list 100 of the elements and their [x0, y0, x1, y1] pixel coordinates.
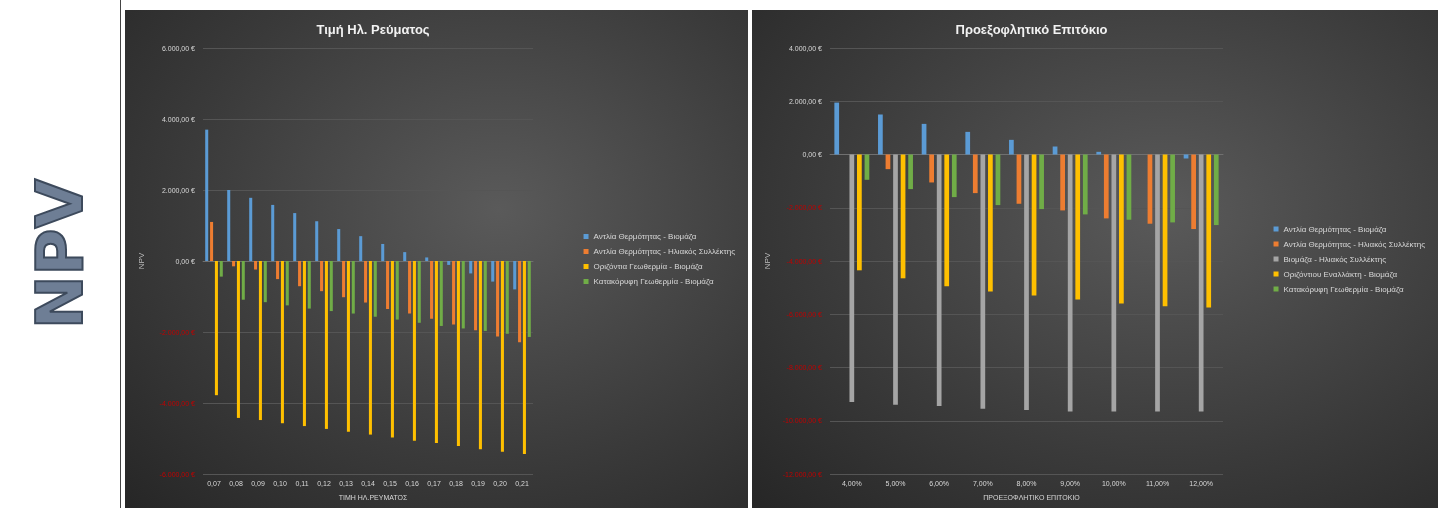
bar	[456, 261, 460, 446]
bar	[285, 261, 289, 306]
bar	[227, 190, 231, 261]
bar	[965, 131, 971, 155]
bar	[1213, 154, 1219, 226]
y-axis-title: NPV	[136, 252, 146, 270]
bar	[500, 261, 504, 452]
bar	[518, 261, 522, 343]
legend-label: Αντλία Θερμότητας - Βιομάζα	[1283, 224, 1387, 234]
bar	[1060, 154, 1065, 211]
bar	[478, 261, 482, 450]
bar	[364, 261, 368, 303]
bar	[280, 261, 284, 424]
bar	[342, 261, 346, 298]
bar	[1067, 154, 1073, 412]
legend-label: Οριζόντια Γεωθερμία - Βιομάζα	[593, 262, 703, 271]
bar	[1075, 154, 1081, 300]
bar	[893, 154, 898, 405]
bar	[408, 261, 412, 314]
bar	[1096, 151, 1102, 155]
legend-label: Βιομάζα - Ηλιακός Συλλέκτης	[1283, 254, 1387, 264]
bar	[315, 221, 319, 261]
bar	[1009, 139, 1014, 155]
bar	[390, 261, 394, 438]
bar	[1111, 154, 1117, 412]
legend-label: Αντλία Θερμότητας - Ηλιακός Συλλέκτης	[593, 247, 736, 256]
bar	[527, 261, 531, 337]
bar	[412, 261, 416, 441]
bar	[491, 261, 495, 282]
bar	[386, 261, 390, 309]
bar	[210, 221, 214, 261]
bar	[236, 261, 240, 418]
bar	[1198, 154, 1204, 412]
bar	[320, 261, 324, 292]
legend-label: Κατακόρυφη Γεωθερμία - Βιομάζα	[1283, 284, 1404, 294]
legend-label: Κατακόρυφη Γεωθερμία - Βιομάζα	[593, 277, 714, 286]
bar	[434, 261, 438, 444]
bar	[1103, 154, 1109, 219]
y-axis-title: NPV	[763, 252, 773, 270]
legend-label: Αντλία Θερμότητας - Βιομάζα	[593, 232, 697, 241]
bar	[1155, 154, 1160, 412]
bar	[834, 102, 840, 155]
bar	[403, 252, 407, 261]
bar	[263, 261, 267, 303]
bar	[368, 261, 372, 435]
bar	[417, 261, 421, 323]
bar	[1191, 154, 1196, 230]
chart-title: Τιμή Ηλ. Ρεύματος	[316, 22, 430, 37]
bar	[232, 261, 236, 267]
bar	[425, 257, 429, 261]
bar	[219, 261, 223, 277]
bar	[439, 261, 443, 326]
bar	[908, 154, 913, 190]
bar	[241, 261, 245, 300]
bar	[254, 261, 258, 270]
bar	[329, 261, 333, 312]
chart-title: Προεξοφλητικό Επιτόκιο	[955, 22, 1108, 37]
bar	[214, 261, 218, 396]
bar	[988, 154, 993, 292]
bar	[1119, 154, 1124, 304]
bar	[936, 154, 942, 407]
bar	[522, 261, 526, 455]
bar	[373, 261, 377, 317]
bar	[452, 261, 456, 325]
bar	[1039, 154, 1044, 210]
bar	[929, 154, 934, 183]
bar	[276, 261, 280, 280]
bar	[271, 204, 275, 261]
bar	[430, 261, 434, 319]
bar	[857, 154, 862, 271]
bar	[324, 261, 328, 429]
bar	[395, 261, 399, 320]
bar	[944, 154, 950, 287]
bar	[980, 154, 986, 409]
bar	[469, 261, 473, 274]
text: NPV	[23, 179, 97, 329]
bar	[513, 261, 517, 290]
bar	[951, 154, 957, 198]
bar	[249, 197, 253, 261]
bar	[298, 261, 302, 287]
bar	[972, 154, 978, 194]
bar	[351, 261, 355, 314]
bar	[205, 129, 209, 261]
bar	[1206, 154, 1212, 308]
bar	[505, 261, 509, 334]
bar	[346, 261, 350, 432]
bar	[258, 261, 262, 421]
bar	[307, 261, 311, 309]
bar	[483, 261, 487, 331]
bar	[878, 114, 883, 155]
legend-label: Αντλία Θερμότητας - Ηλιακός Συλλέκτης	[1283, 239, 1426, 249]
bar	[381, 243, 385, 261]
bar	[447, 261, 451, 265]
bar	[461, 261, 465, 329]
bar	[496, 261, 500, 337]
bar	[474, 261, 478, 331]
bar	[293, 213, 297, 261]
legend-label: Οριζόντιου Εναλλάκτη - Βιομάζα	[1283, 269, 1398, 279]
bar	[302, 261, 306, 427]
bar	[337, 229, 341, 261]
